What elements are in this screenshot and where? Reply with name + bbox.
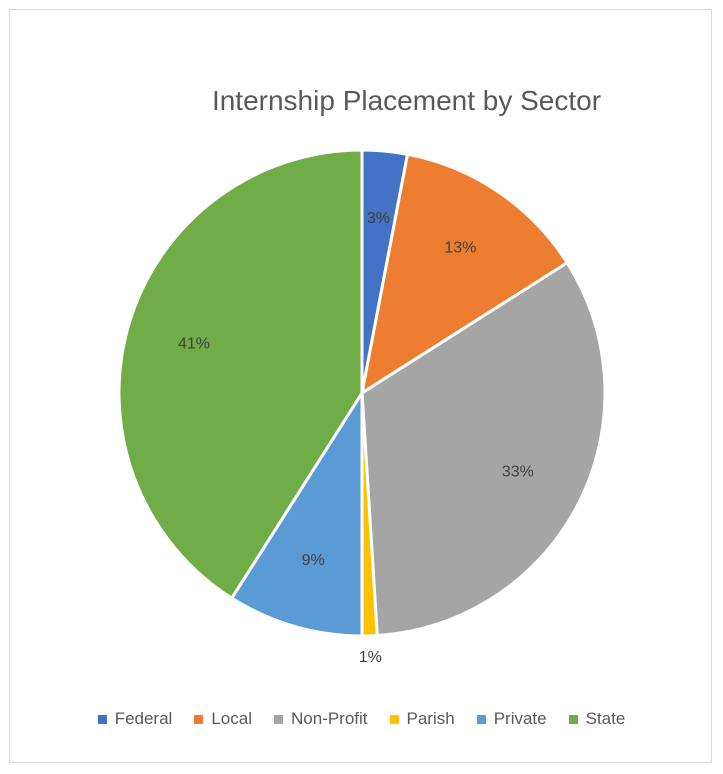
pie-labels: 3% 13% 33% 1% 9% 41% [178, 210, 534, 666]
data-label-non-profit: 33% [502, 464, 534, 481]
data-label-parish: 1% [359, 649, 382, 666]
chart-legend: Federal Local Non-Profit Parish Private State [0, 709, 723, 729]
legend-label: State [585, 709, 626, 728]
pie-slice-state [117, 148, 364, 601]
legend-swatch [194, 714, 204, 724]
chart-title: Internship Placement by Sector [211, 85, 602, 116]
legend-swatch [476, 714, 486, 724]
legend-label: Private [493, 709, 547, 728]
legend-item-state: State [568, 709, 626, 729]
pie-slices [117, 148, 607, 638]
legend-label: Local [211, 709, 252, 728]
legend-item-non-profit: Non-Profit [273, 709, 368, 729]
legend-item-federal: Federal [97, 709, 173, 729]
legend-item-local: Local [194, 709, 252, 729]
data-label-local: 13% [444, 240, 476, 257]
pie-slice-private [229, 387, 364, 638]
legend-swatch [97, 714, 107, 724]
legend-label: Non-Profit [290, 709, 368, 728]
legend-swatch [273, 714, 283, 724]
legend-swatch [389, 714, 399, 724]
legend-label: Parish [406, 709, 455, 728]
legend-item-parish: Parish [389, 709, 455, 729]
data-label-state: 41% [178, 335, 210, 352]
legend-swatch [568, 714, 578, 724]
data-label-private: 9% [302, 552, 325, 569]
pie-slice-local [359, 152, 570, 397]
pie-slice-non-profit [360, 260, 607, 638]
legend-label: Federal [114, 709, 173, 728]
legend-item-private: Private [476, 709, 547, 729]
data-label-federal: 3% [367, 210, 390, 227]
